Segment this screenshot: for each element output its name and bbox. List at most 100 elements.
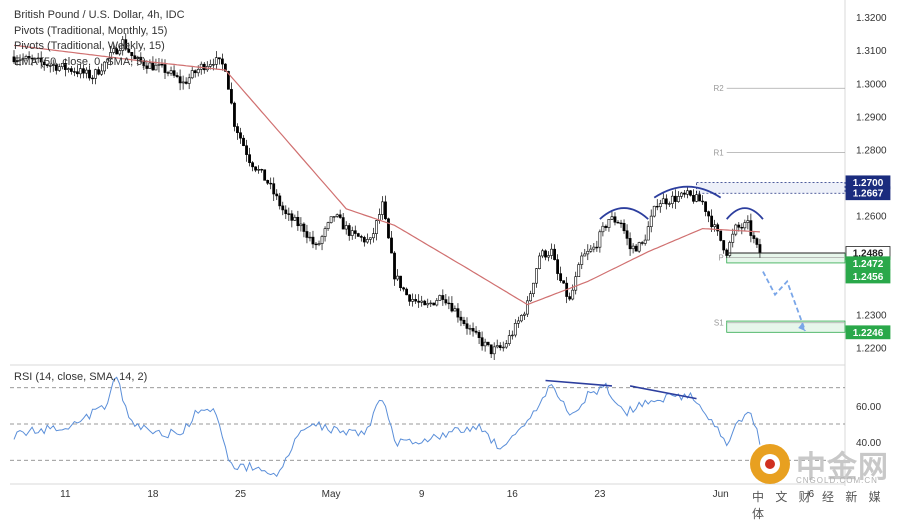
candle-body xyxy=(169,70,173,74)
rsi-legend[interactable]: RSI (14, close, SMA, 14, 2) xyxy=(14,371,148,383)
candle-body xyxy=(365,239,369,243)
candle-body xyxy=(411,299,415,302)
candle-body xyxy=(329,216,333,223)
candle-body xyxy=(480,337,484,347)
candle-body xyxy=(743,222,747,229)
candle-body xyxy=(127,48,131,53)
candle-body xyxy=(190,70,194,79)
candle-body xyxy=(178,76,182,84)
price-label-value: 1.2486 xyxy=(853,249,884,260)
price-label-value: 1.2472 xyxy=(853,259,884,270)
candle-body xyxy=(260,169,264,171)
candle-body xyxy=(390,237,393,254)
candle-body xyxy=(308,236,312,239)
candle-body xyxy=(692,194,695,202)
candle-body xyxy=(649,215,653,227)
candle-body xyxy=(381,201,384,215)
candle-body xyxy=(338,214,342,218)
candle-body xyxy=(646,226,650,241)
candle-body xyxy=(384,201,387,220)
candle-body xyxy=(541,250,544,257)
candle-body xyxy=(559,273,563,281)
candle-body xyxy=(731,233,735,243)
candle-body xyxy=(447,302,451,305)
legend-pivots-monthly[interactable]: Pivots (Traditional, Monthly, 15) xyxy=(14,24,168,37)
candle-body xyxy=(489,344,493,355)
price-label-box xyxy=(845,325,891,340)
candle-body xyxy=(686,190,689,195)
candle-body xyxy=(251,162,254,168)
candle-body xyxy=(707,211,711,217)
candle-body xyxy=(652,205,656,217)
candle-body xyxy=(220,58,224,65)
candle-body xyxy=(495,345,499,348)
legend-pivots-weekly[interactable]: Pivots (Traditional, Weekly, 15) xyxy=(14,40,165,52)
candle-body xyxy=(683,192,686,195)
head-shoulders-arc xyxy=(726,207,764,220)
candle-body xyxy=(740,226,744,229)
candle-body xyxy=(69,68,73,72)
legend-ema[interactable]: EMA (50, close, 0, SMA, 5) xyxy=(14,55,147,68)
candle-body xyxy=(103,61,107,72)
candle-body xyxy=(54,64,58,71)
candle-body xyxy=(468,328,472,330)
candle-body xyxy=(498,345,502,348)
candle-body xyxy=(320,236,324,244)
legend-symbol[interactable]: British Pound / U.S. Dollar, 4h, IDC xyxy=(14,9,185,21)
pivot-label: R1 xyxy=(713,149,724,158)
time-tick-label: 6 xyxy=(808,489,814,500)
candle-body xyxy=(673,195,677,202)
candle-body xyxy=(133,55,137,60)
candle-body xyxy=(453,308,457,312)
candle-body xyxy=(722,240,726,251)
candle-body xyxy=(568,296,572,300)
candle-body xyxy=(115,48,119,55)
candle-body xyxy=(698,194,701,202)
candle-body xyxy=(619,222,623,225)
candle-body xyxy=(501,346,505,349)
candle-body xyxy=(387,218,390,239)
candle-body xyxy=(24,56,28,59)
candle-body xyxy=(664,198,668,205)
candle-body xyxy=(323,228,327,237)
candle-body xyxy=(145,65,149,69)
candle-body xyxy=(601,225,605,233)
candle-body xyxy=(73,71,76,73)
candle-body xyxy=(91,77,94,80)
price-axis: 1.3200 1.3100 1.3000 1.2900 1.2800 1.2600 1.23… xyxy=(856,13,887,354)
price-tick-label: 1.2900 xyxy=(856,112,887,123)
candle-body xyxy=(350,230,354,236)
pivot-label: R2 xyxy=(713,84,724,93)
candle-body xyxy=(544,250,547,258)
candle-body xyxy=(106,58,110,63)
candle-body xyxy=(21,58,25,61)
time-tick-label: May xyxy=(322,489,341,500)
candle-body xyxy=(571,289,575,300)
candle-body xyxy=(519,315,523,322)
price-label-value: 1.2456 xyxy=(853,272,884,283)
candle-body xyxy=(42,61,46,66)
price-tick-label: 1.3100 xyxy=(856,46,887,57)
candle-body xyxy=(628,238,632,250)
candle-body xyxy=(595,246,599,249)
candle-body xyxy=(353,230,357,234)
candle-body xyxy=(393,252,396,280)
candle-body xyxy=(208,64,212,67)
candle-body xyxy=(160,63,164,66)
candle-body xyxy=(242,137,245,147)
candle-body xyxy=(631,245,635,250)
candle-body xyxy=(676,196,680,202)
candle-body xyxy=(643,239,647,244)
candle-body xyxy=(610,216,614,220)
candle-body xyxy=(287,213,291,215)
candle-body xyxy=(18,59,22,61)
candle-body xyxy=(728,242,732,256)
candle-body xyxy=(710,215,714,228)
candle-body xyxy=(737,224,741,228)
candle-body xyxy=(755,238,759,245)
candles xyxy=(12,33,762,361)
price-label-value: 1.2700 xyxy=(853,178,884,189)
candle-body xyxy=(100,70,103,75)
candle-body xyxy=(245,145,248,155)
candle-body xyxy=(438,295,442,301)
